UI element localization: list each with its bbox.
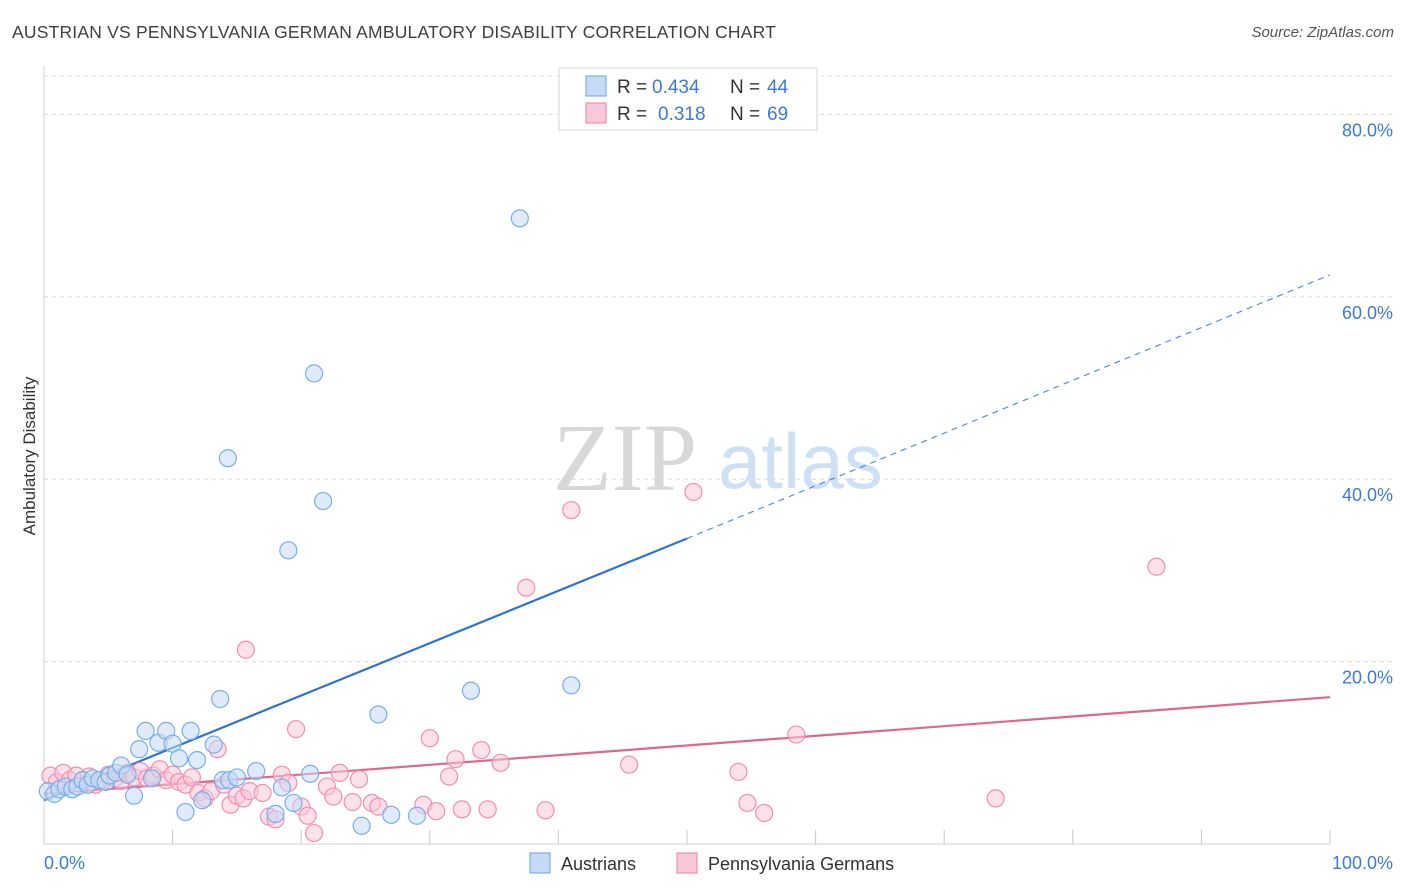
data-point-pennsylvania: [738, 793, 757, 813]
data-point-austrians: [284, 793, 303, 813]
watermark: ZIP atlas: [553, 404, 883, 511]
y-tick-labels: 20.0% 40.0% 60.0% 80.0%: [1342, 120, 1393, 687]
y-tick-label: 20.0%: [1342, 668, 1393, 688]
trend-lines: [43, 274, 1331, 802]
grid-lines: [44, 75, 1393, 663]
trend-line-extension: [686, 274, 1331, 540]
data-point-pennsylvania: [684, 482, 703, 502]
series-legend: Austrians Pennsylvania Germans: [529, 852, 894, 874]
legend-r-label-austrians: R =: [617, 77, 647, 98]
data-point-austrians: [266, 804, 285, 824]
y-axis-title: Ambulatory Disability: [20, 376, 39, 535]
data-point-pennsylvania: [1147, 557, 1166, 576]
data-point-pennsylvania: [729, 762, 748, 782]
chart-title: AUSTRIAN VS PENNSYLVANIA GERMAN AMBULATO…: [12, 22, 776, 42]
legend-r-value-pennsylvania: 0.318: [658, 104, 706, 125]
data-point-pennsylvania: [324, 787, 343, 806]
data-point-austrians: [407, 806, 427, 825]
data-point-austrians: [181, 721, 200, 741]
data-point-austrians: [204, 735, 223, 754]
bottom-legend-swatch-pennsylvania: [676, 852, 698, 874]
data-point-pennsylvania: [472, 740, 491, 760]
axes: [43, 66, 1331, 845]
data-point-pennsylvania: [491, 753, 510, 772]
data-points: [38, 209, 1166, 843]
data-point-austrians: [176, 802, 195, 822]
source-label: Source: ZipAtlas.com: [1251, 24, 1394, 41]
data-point-pennsylvania: [236, 640, 256, 659]
data-point-pennsylvania: [286, 719, 306, 739]
data-point-austrians: [461, 681, 481, 700]
data-point-austrians: [118, 765, 137, 784]
data-point-austrians: [193, 791, 212, 810]
data-point-pennsylvania: [620, 755, 639, 774]
data-point-pennsylvania: [439, 767, 459, 786]
watermark-zip: ZIP: [553, 404, 697, 511]
data-point-pennsylvania: [517, 578, 536, 597]
data-point-austrians: [218, 449, 237, 468]
data-point-austrians: [352, 816, 371, 835]
data-point-pennsylvania: [343, 792, 362, 812]
data-point-austrians: [211, 689, 230, 709]
x-tick-label-max: 100.0%: [1332, 853, 1393, 873]
data-point-austrians: [187, 750, 207, 770]
data-point-austrians: [169, 749, 189, 768]
legend-n-value-pennsylvania: 69: [767, 104, 788, 125]
data-point-pennsylvania: [349, 770, 369, 789]
data-point-austrians: [272, 778, 292, 797]
data-point-pennsylvania: [478, 800, 497, 819]
data-point-pennsylvania: [755, 803, 774, 823]
data-point-austrians: [279, 541, 298, 560]
bottom-legend-label-austrians: Austrians: [561, 854, 636, 874]
data-point-pennsylvania: [536, 801, 555, 820]
watermark-atlas: atlas: [718, 417, 883, 505]
data-point-pennsylvania: [420, 729, 439, 748]
data-point-austrians: [562, 676, 581, 695]
data-point-austrians: [369, 705, 388, 724]
data-point-pennsylvania: [562, 501, 581, 520]
legend-r-value-austrians: 0.434: [652, 77, 700, 98]
stats-legend: R = 0.434 N = 44 R = 0.318 N = 69: [558, 67, 818, 131]
y-tick-label: 40.0%: [1342, 485, 1393, 505]
data-point-pennsylvania: [330, 763, 349, 782]
data-point-pennsylvania: [452, 800, 472, 819]
legend-swatch-austrians: [585, 75, 607, 97]
legend-swatch-pennsylvania: [585, 102, 607, 124]
x-tick-label-min: 0.0%: [44, 853, 85, 873]
legend-r-label-pennsylvania: R =: [617, 104, 647, 125]
data-point-austrians: [136, 721, 155, 741]
data-point-pennsylvania: [369, 797, 388, 816]
data-point-austrians: [124, 786, 144, 805]
legend-n-label-austrians: N =: [730, 77, 760, 98]
data-point-pennsylvania: [182, 768, 201, 787]
y-tick-label: 60.0%: [1342, 303, 1393, 323]
bottom-legend-label-pennsylvania: Pennsylvania Germans: [708, 854, 894, 874]
trend-line-austrians: [43, 537, 688, 802]
data-point-pennsylvania: [986, 789, 1005, 808]
data-point-austrians: [382, 805, 401, 824]
data-point-austrians: [227, 768, 246, 787]
data-point-pennsylvania: [298, 806, 317, 825]
data-point-austrians: [313, 491, 333, 511]
data-point-austrians: [304, 364, 324, 383]
data-point-pennsylvania: [787, 725, 806, 744]
data-point-austrians: [247, 761, 266, 781]
data-point-austrians: [130, 740, 149, 759]
data-point-pennsylvania: [253, 783, 272, 803]
y-tick-label: 80.0%: [1342, 120, 1393, 140]
data-point-pennsylvania: [427, 802, 446, 821]
data-point-austrians: [301, 764, 320, 783]
data-point-pennsylvania: [446, 750, 465, 769]
data-point-pennsylvania: [304, 823, 324, 843]
legend-n-label-pennsylvania: N =: [730, 104, 760, 125]
data-point-austrians: [142, 769, 162, 788]
bottom-legend-swatch-austrians: [529, 852, 551, 874]
legend-n-value-austrians: 44: [767, 77, 789, 98]
data-point-austrians: [510, 209, 529, 228]
